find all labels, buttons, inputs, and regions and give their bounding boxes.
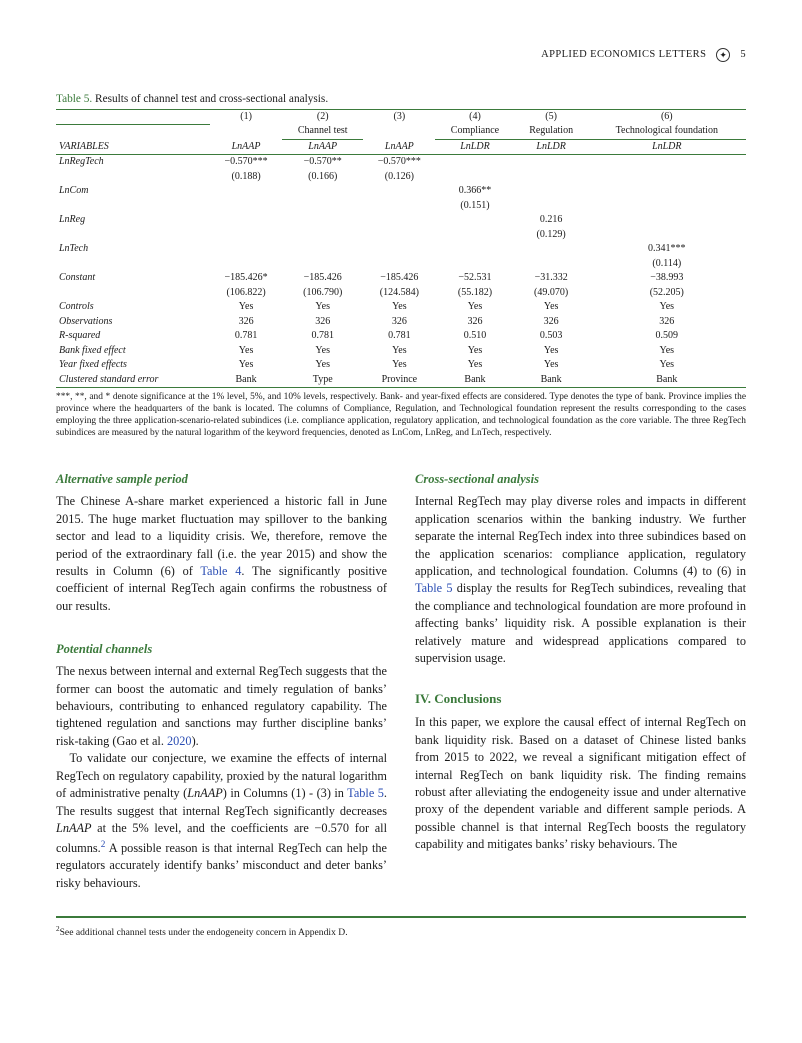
- col-num: (6): [588, 109, 746, 124]
- col-group: Technological foundation: [588, 124, 746, 139]
- journal-name: APPLIED ECONOMICS LETTERS: [541, 48, 706, 63]
- col-group: Compliance: [435, 124, 514, 139]
- table-row: (0.114): [56, 257, 746, 272]
- table-row: Year fixed effectsYesYesYesYesYesYes: [56, 358, 746, 373]
- footnote-text: See additional channel tests under the e…: [60, 927, 348, 938]
- col-num: (3): [363, 109, 435, 124]
- table-ref-link[interactable]: Table 4: [200, 564, 241, 578]
- table-row: LnCom0.366**: [56, 184, 746, 199]
- dep-var: LnAAP: [363, 139, 435, 155]
- table-row: Observations326326326326326326: [56, 315, 746, 330]
- section-heading: Potential channels: [56, 641, 387, 659]
- table-number: Table 5.: [56, 93, 92, 105]
- paragraph: In this paper, we explore the causal eff…: [415, 714, 746, 854]
- table-row: LnTech0.341***: [56, 242, 746, 257]
- variables-label: VARIABLES: [56, 139, 210, 155]
- table-row: (106.822)(106.790)(124.584)(55.182)(49.0…: [56, 286, 746, 301]
- footnote: 2See additional channel tests under the …: [56, 924, 746, 940]
- col-num: (1): [210, 109, 282, 124]
- table-row: (0.188)(0.166)(0.126): [56, 170, 746, 185]
- section-heading: Alternative sample period: [56, 471, 387, 489]
- table-row: LnReg0.216: [56, 213, 746, 228]
- col-num: (2): [282, 109, 363, 124]
- paragraph: The Chinese A-share market experienced a…: [56, 493, 387, 615]
- table-ref-link[interactable]: Table 5: [347, 786, 384, 800]
- table-ref-link[interactable]: Table 5: [415, 581, 453, 595]
- dep-var: LnAAP: [282, 139, 363, 155]
- paragraph: The nexus between internal and external …: [56, 663, 387, 750]
- table-row: (0.129): [56, 228, 746, 243]
- table-row: Bank fixed effectYesYesYesYesYesYes: [56, 344, 746, 359]
- table-row: Constant−185.426*−185.426−185.426−52.531…: [56, 271, 746, 286]
- table-title: Results of channel test and cross-sectio…: [92, 93, 328, 105]
- running-header: APPLIED ECONOMICS LETTERS ✦ 5: [56, 48, 746, 63]
- table-caption: Table 5. Results of channel test and cro…: [56, 91, 746, 107]
- table-note: ***, **, and * denote significance at th…: [56, 392, 746, 439]
- dep-var: LnAAP: [210, 139, 282, 155]
- two-column-body: Alternative sample period The Chinese A-…: [56, 457, 746, 892]
- footnote-rule: [56, 916, 746, 918]
- paragraph: Internal RegTech may play diverse roles …: [415, 493, 746, 668]
- table-row: Clustered standard errorBankTypeProvince…: [56, 373, 746, 388]
- table-row: ControlsYesYesYesYesYesYes: [56, 300, 746, 315]
- results-table: (1) (2) (3) (4) (5) (6) Channel test Com…: [56, 109, 746, 389]
- dep-var: LnLDR: [435, 139, 514, 155]
- col-group: Channel test: [282, 124, 363, 139]
- table-row: (0.151): [56, 199, 746, 214]
- col-num: (4): [435, 109, 514, 124]
- citation-year-link[interactable]: 2020: [167, 734, 192, 748]
- section-heading: Cross-sectional analysis: [415, 471, 746, 489]
- table-row: LnRegTech−0.570***−0.570**−0.570***: [56, 155, 746, 170]
- dep-var: LnLDR: [515, 139, 588, 155]
- col-group: Regulation: [515, 124, 588, 139]
- page-number: 5: [740, 48, 746, 63]
- section-heading-major: IV. Conclusions: [415, 690, 746, 708]
- right-column: Cross-sectional analysis Internal RegTec…: [415, 457, 746, 892]
- paragraph: To validate our conjecture, we examine t…: [56, 750, 387, 892]
- publisher-icon: ✦: [716, 48, 730, 62]
- left-column: Alternative sample period The Chinese A-…: [56, 457, 387, 892]
- col-num: (5): [515, 109, 588, 124]
- dep-var: LnLDR: [588, 139, 746, 155]
- table-row: R-squared0.7810.7810.7810.5100.5030.509: [56, 329, 746, 344]
